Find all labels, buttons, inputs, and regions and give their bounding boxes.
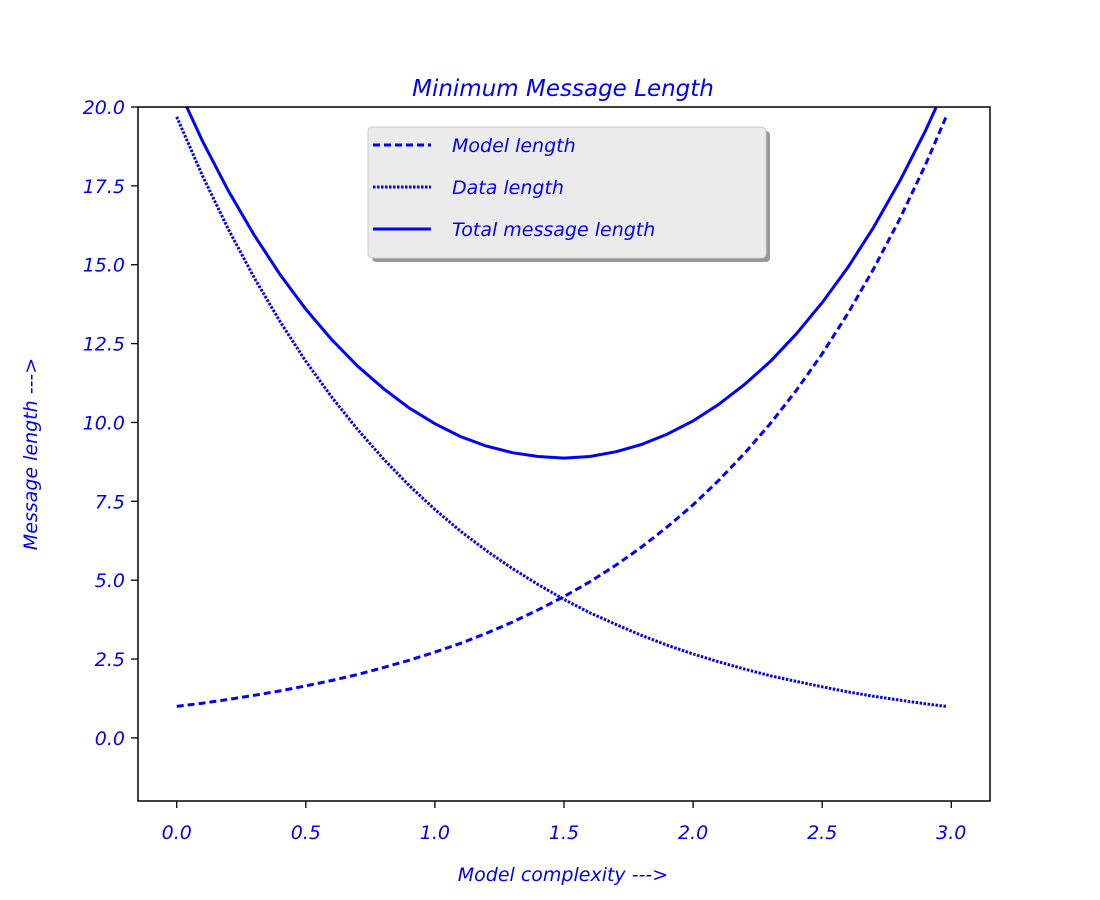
y-tick-label: 2.5: [95, 649, 125, 671]
x-tick-label: 1.5: [549, 822, 579, 844]
x-tick-label: 0.5: [291, 822, 321, 844]
legend-box: [367, 126, 767, 259]
plot-frame: [137, 106, 991, 802]
x-tick-label: 3.0: [936, 822, 966, 844]
y-tick-label: 15.0: [83, 255, 125, 277]
y-tick-label: 20.0: [83, 97, 125, 119]
x-tick-label: 1.0: [420, 822, 450, 844]
y-axis-label: Message length --->: [20, 358, 42, 550]
legend-label: Data length: [452, 177, 564, 199]
y-axis-ticks: 0.0 2.5 5.0 7.5 10.0 12.5 15.0 17.5 20.0: [83, 97, 138, 750]
legend: Model length Data length Total message len…: [367, 126, 770, 262]
series-line-total-message-length: [185, 107, 938, 460]
y-tick-label: 12.5: [83, 334, 125, 356]
legend-label: Model length: [452, 135, 576, 157]
y-tick-label: 0.0: [95, 728, 125, 750]
x-axis-label: Model complexity --->: [458, 864, 668, 886]
y-tick-label: 5.0: [95, 570, 125, 592]
series-line-model-length: [176, 116, 948, 708]
x-tick-label: 2.0: [678, 822, 708, 844]
y-tick-label: 10.0: [83, 412, 125, 434]
y-tick-label: 17.5: [83, 176, 125, 198]
x-tick-label: 0.0: [162, 822, 192, 844]
y-tick-label: 7.5: [95, 491, 125, 513]
legend-items: Model length Data length Total message len…: [373, 135, 655, 241]
legend-label: Total message length: [452, 219, 655, 241]
series-line-data-length: [175, 116, 947, 708]
x-tick-label: 2.5: [807, 822, 837, 844]
chart-title: Minimum Message Length: [412, 76, 714, 102]
series-layer: [175, 107, 948, 708]
x-axis-ticks: 0.0 0.5 1.0 1.5 2.0 2.5 3.0: [162, 801, 966, 844]
